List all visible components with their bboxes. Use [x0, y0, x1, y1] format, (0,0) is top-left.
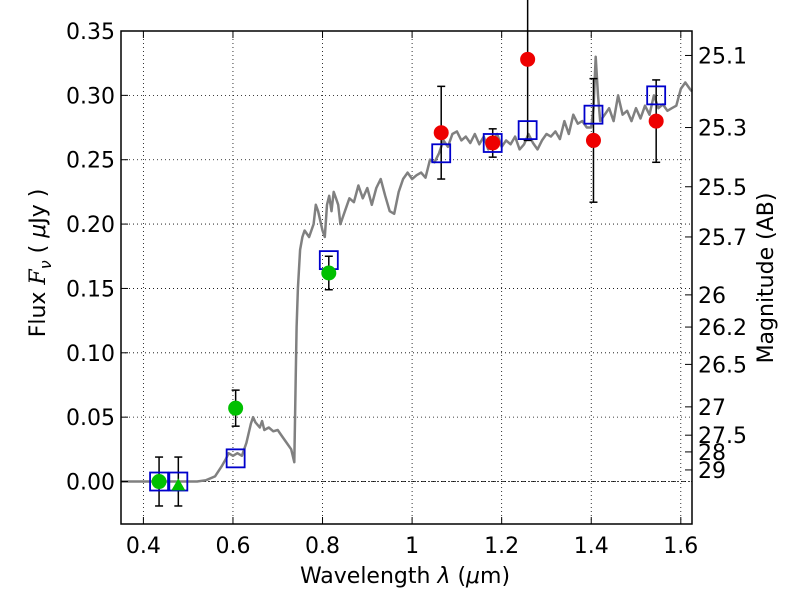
y-axis-label-mu: μ	[26, 224, 51, 239]
plot-series	[121, 0, 693, 507]
observed-point-red	[520, 51, 536, 67]
y-axis-label-unit: Jy )	[26, 189, 51, 226]
y-axis-label-text: Flux	[26, 285, 51, 338]
model-band-square	[149, 471, 169, 492]
y-axis-label-nu: ν	[36, 260, 55, 269]
x-tick-label: 0.8	[305, 534, 340, 559]
mag-tick-label: 27.5	[698, 424, 747, 449]
x-tick-label: 1	[405, 534, 419, 559]
y-tick-label: 0.10	[66, 342, 115, 367]
model-band-square	[482, 133, 503, 153]
observed-point-green	[228, 400, 244, 416]
x-tick-label: 0.4	[126, 534, 161, 559]
y-tick-label: 0.15	[66, 277, 115, 302]
model-band-square	[168, 471, 189, 492]
mag-tick-label: 26.2	[698, 316, 747, 341]
x-axis-label: Wavelength λ (μm)	[300, 564, 510, 589]
observed-point-red	[433, 125, 449, 141]
mag-tick-label: 29	[698, 459, 726, 484]
y-tick-label: 0.35	[66, 20, 115, 45]
model-band-square	[431, 143, 452, 164]
y-axis-label: Flux Fν ( μJy )	[26, 189, 55, 338]
mag-tick-label: 26	[698, 284, 726, 309]
y-axis-label-paren: (	[26, 238, 51, 261]
x-tick-label: 1.2	[484, 534, 519, 559]
x-tick-label: 0.6	[215, 534, 250, 559]
mag-tick-label: 27	[698, 396, 726, 421]
observed-point-green	[151, 474, 167, 490]
x-axis-label-unit: m)	[480, 564, 510, 589]
y-tick-label: 0.25	[66, 149, 115, 174]
mag-tick-label: 25.5	[698, 176, 747, 201]
model-band-square	[517, 120, 538, 141]
mag-tick-label: 28	[698, 441, 726, 466]
grid	[121, 30, 692, 524]
y-tick-label: 0.00	[66, 471, 115, 496]
mag-tick-label: 25.3	[698, 117, 747, 142]
x-tick-label: 1.4	[574, 534, 609, 559]
x-axis-label-mu: μ	[465, 564, 480, 589]
model-band-square	[646, 85, 667, 106]
y-tick-label: 0.05	[66, 406, 115, 431]
model-band-square	[225, 448, 246, 469]
axis-ticks: 0.4 0.6 0.8 1 1.2 1.4 1.6 0.00 0.05 0.10 0.15 0.20 0…	[66, 20, 747, 559]
observed-point-red	[648, 113, 664, 129]
observed-point-red	[485, 135, 501, 151]
observed-point-red	[585, 132, 601, 148]
mag-tick-label: 25.7	[698, 226, 747, 251]
y-tick-label: 0.20	[66, 213, 115, 238]
y-tick-label: 0.30	[66, 84, 115, 109]
y-axis-label-f: F	[26, 269, 51, 286]
x-axis-label-lambda: λ	[436, 564, 450, 589]
plot-frame	[120, 30, 693, 525]
mag-tick-label: 25.1	[698, 44, 747, 69]
x-axis-label-paren: (	[450, 564, 466, 589]
x-tick-label: 1.6	[663, 534, 698, 559]
right-axis-label: Magnitude (AB)	[754, 193, 779, 364]
mag-tick-label: 26.5	[698, 353, 747, 378]
model-spectrum-line	[121, 55, 693, 483]
x-axis-label-text: Wavelength	[300, 564, 438, 589]
observed-upper-limit-triangle	[171, 478, 186, 491]
observed-point-green	[321, 265, 337, 281]
model-band-square	[583, 104, 604, 125]
